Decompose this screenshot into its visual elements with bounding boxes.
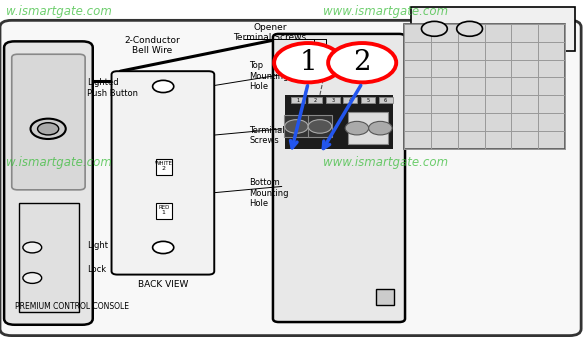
FancyBboxPatch shape [4,41,93,325]
Text: w.ismartgate.com: w.ismartgate.com [6,156,112,169]
Bar [326,97,340,103]
Circle shape [23,273,42,283]
FancyBboxPatch shape [273,34,405,322]
Text: Light: Light [87,241,108,250]
Text: w.ismartgate.com: w.ismartgate.com [6,5,112,18]
Bar [156,203,172,219]
Circle shape [295,53,330,73]
Text: www.ismartgate.com: www.ismartgate.com [323,156,448,169]
Circle shape [38,123,59,135]
Text: 5: 5 [366,98,370,103]
Text: 2: 2 [313,98,317,103]
Text: Lock: Lock [87,265,106,274]
Circle shape [153,241,174,254]
FancyBboxPatch shape [112,71,214,275]
Circle shape [345,121,369,135]
Text: Terminal
Screws: Terminal Screws [249,126,285,145]
Bar [376,289,394,305]
Text: 2: 2 [353,49,371,76]
Text: BACK VIEW: BACK VIEW [138,280,188,289]
Circle shape [328,43,396,82]
Bar [308,97,322,103]
Circle shape [336,53,371,73]
Circle shape [274,43,342,82]
Text: Opener
Terminal Screws: Opener Terminal Screws [234,22,306,42]
Bar [284,115,309,137]
Circle shape [31,119,66,139]
Bar [411,7,575,51]
Circle shape [308,120,332,133]
Text: PREMIUM CONTROL CONSOLE: PREMIUM CONTROL CONSOLE [15,302,129,311]
Bar [361,97,375,103]
Circle shape [23,242,42,253]
Text: 2: 2 [162,166,166,171]
Text: 6: 6 [384,98,387,103]
Text: Top
Mounting
Hole: Top Mounting Hole [249,61,289,91]
Text: RED: RED [158,205,170,210]
Bar [18,58,79,186]
Bar [348,112,388,144]
Text: Bottom
Mounting
Hole: Bottom Mounting Hole [249,178,289,208]
Text: 2-Conductor
Bell Wire: 2-Conductor Bell Wire [125,36,180,56]
Bar [379,97,393,103]
FancyBboxPatch shape [0,20,581,336]
Bar [19,203,79,312]
Text: 4: 4 [349,98,352,103]
Circle shape [153,80,174,93]
Text: www.ismartgate.com: www.ismartgate.com [323,5,448,18]
Bar [343,97,357,103]
Bar [156,159,172,175]
Bar [404,24,565,149]
Text: 1: 1 [299,49,317,76]
Circle shape [457,21,483,36]
Text: WHITE: WHITE [155,161,173,166]
Text: 1: 1 [296,98,299,103]
Bar [285,95,393,149]
FancyBboxPatch shape [12,54,85,190]
Circle shape [369,121,392,135]
Text: 3: 3 [331,98,335,103]
Bar [291,97,305,103]
Text: 1: 1 [162,210,166,215]
Circle shape [421,21,447,36]
Text: Lighted
Push Button: Lighted Push Button [87,78,138,98]
Bar [308,115,332,137]
Circle shape [285,120,308,133]
